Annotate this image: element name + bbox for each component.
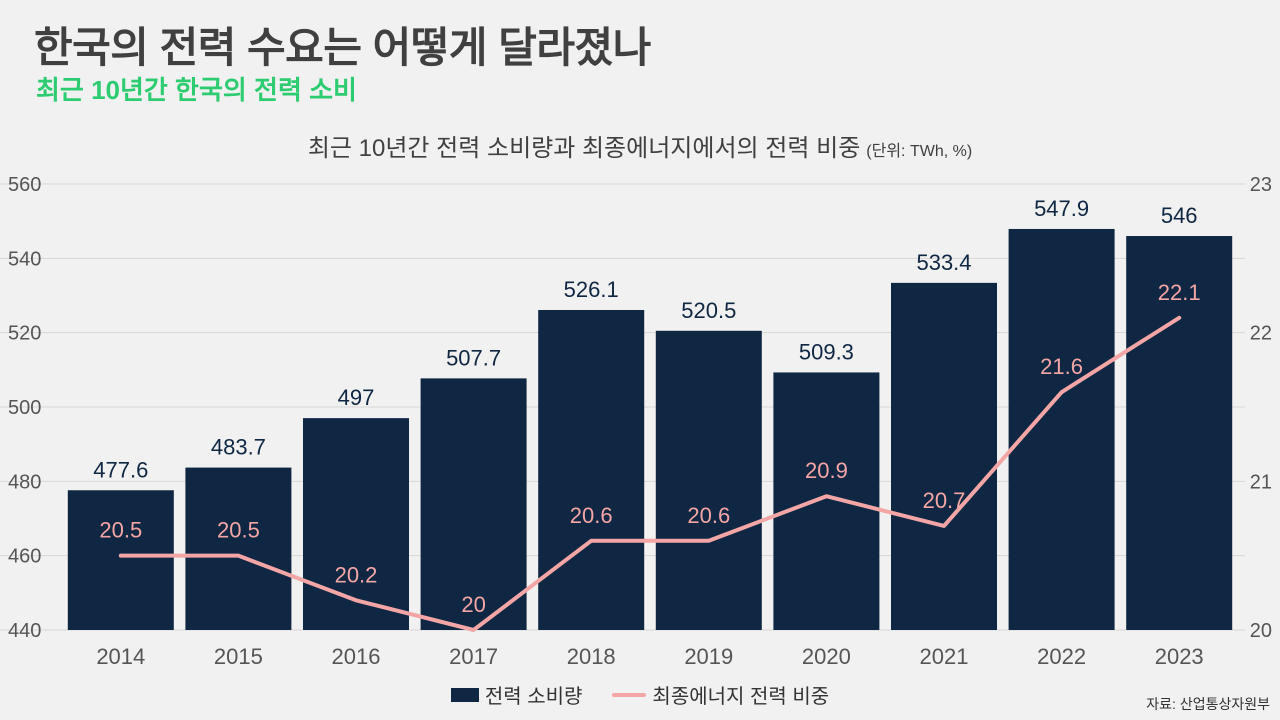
y-left-tick-label: 460 [8, 546, 41, 568]
line-value-label: 20.5 [217, 518, 260, 543]
y-right-tick-label: 23 [1250, 174, 1272, 196]
source-note: 자료: 산업통상자원부 [1146, 696, 1270, 712]
legend-bar-label: 전력 소비량 [484, 686, 583, 708]
x-tick-label: 2022 [1037, 644, 1086, 669]
y-left-tick-label: 480 [8, 471, 41, 493]
bar-value-label: 526.1 [564, 277, 619, 302]
line-value-label: 20.7 [923, 488, 966, 513]
line-value-label: 21.6 [1040, 354, 1083, 379]
chart-unit: (단위: TWh, %) [866, 143, 973, 160]
bar [891, 282, 997, 630]
bar [420, 378, 527, 630]
legend-item-line: 최종에너지 전력 비중 [612, 680, 829, 709]
x-tick-label: 2017 [449, 644, 498, 669]
chart-title-text: 최근 10년간 전력 소비량과 최종에너지에서의 전력 비중 [307, 135, 861, 162]
bar-value-label: 507.7 [446, 345, 501, 370]
legend-line-label: 최종에너지 전력 비중 [652, 686, 830, 708]
legend-bar-swatch [450, 687, 479, 702]
line-value-label: 20.9 [805, 458, 848, 483]
bar [655, 330, 762, 630]
page-subtitle: 최근 10년간 한국의 전력 소비 [36, 75, 357, 105]
bar-value-label: 483.7 [211, 435, 266, 460]
bar-value-label: 477.6 [93, 457, 148, 482]
legend-line-swatch [612, 692, 647, 697]
y-right-tick-label: 20 [1250, 620, 1272, 642]
x-tick-label: 2019 [684, 644, 733, 669]
line-value-label: 20.2 [335, 562, 378, 587]
x-tick-label: 2018 [567, 644, 616, 669]
x-tick-label: 2023 [1155, 644, 1204, 669]
bar [303, 418, 409, 630]
bar-value-label: 547.9 [1034, 196, 1089, 221]
bar [538, 309, 645, 630]
y-left-tick-label: 440 [8, 620, 41, 642]
y-left-tick-label: 540 [8, 248, 41, 270]
chart-title: 최근 10년간 전력 소비량과 최종에너지에서의 전력 비중 (단위: TWh, … [0, 128, 1280, 163]
bar [185, 467, 292, 630]
bar-value-label: 533.4 [916, 250, 971, 275]
bar [67, 490, 174, 630]
line-value-label: 20 [461, 592, 485, 617]
y-right-tick-label: 22 [1250, 323, 1272, 345]
x-tick-label: 2020 [802, 644, 851, 669]
line-series [118, 315, 1182, 632]
line-value-label: 20.6 [687, 503, 730, 528]
bar [1126, 236, 1233, 631]
bar-value-label: 546 [1161, 203, 1198, 228]
line-value-label: 20.5 [99, 518, 142, 543]
bar-value-label: 509.3 [799, 339, 854, 364]
bar-value-label: 520.5 [681, 298, 736, 323]
bar [773, 372, 880, 630]
line-value-label: 22.1 [1158, 280, 1201, 305]
y-right-tick-label: 21 [1250, 471, 1272, 493]
x-tick-label: 2021 [920, 644, 969, 669]
x-tick-label: 2016 [332, 644, 381, 669]
bar [1008, 228, 1115, 630]
legend-item-bar: 전력 소비량 [450, 680, 583, 709]
x-tick-label: 2015 [214, 644, 263, 669]
y-left-tick-label: 500 [8, 397, 41, 419]
y-left-tick-label: 520 [8, 323, 41, 345]
page-title: 한국의 전력 수요는 어떻게 달라졌나 [34, 24, 651, 71]
bar-value-label: 497 [338, 385, 375, 410]
chart-legend: 전력 소비량 최종에너지 전력 비중 [0, 680, 1280, 709]
y-left-tick-label: 560 [8, 174, 41, 196]
x-tick-label: 2014 [96, 644, 145, 669]
line-value-label: 20.6 [570, 503, 613, 528]
